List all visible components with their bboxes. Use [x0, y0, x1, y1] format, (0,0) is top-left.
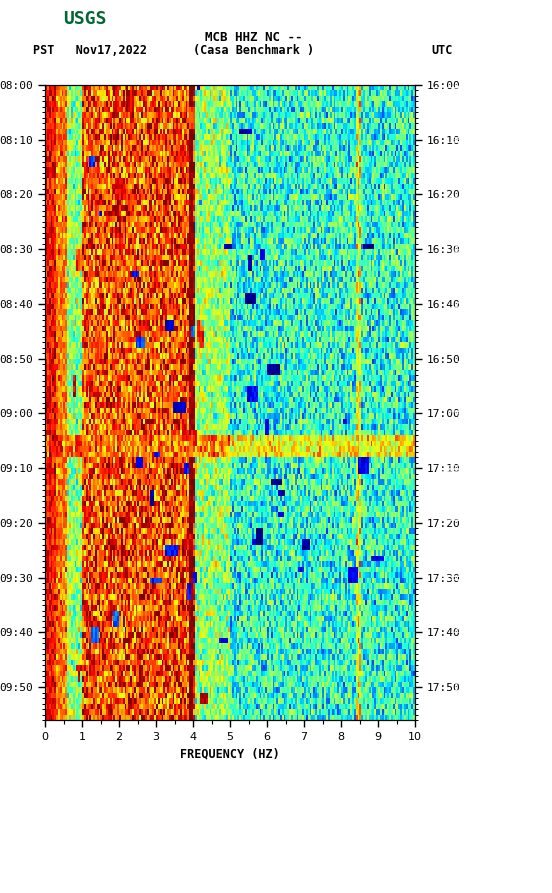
Text: USGS: USGS: [63, 10, 107, 28]
Polygon shape: [6, 5, 33, 32]
Text: UTC: UTC: [431, 44, 452, 56]
Text: MCB HHZ NC --: MCB HHZ NC --: [205, 31, 302, 44]
Text: PST   Nov17,2022: PST Nov17,2022: [33, 44, 147, 56]
Text: (Casa Benchmark ): (Casa Benchmark ): [193, 44, 315, 56]
X-axis label: FREQUENCY (HZ): FREQUENCY (HZ): [180, 747, 280, 760]
